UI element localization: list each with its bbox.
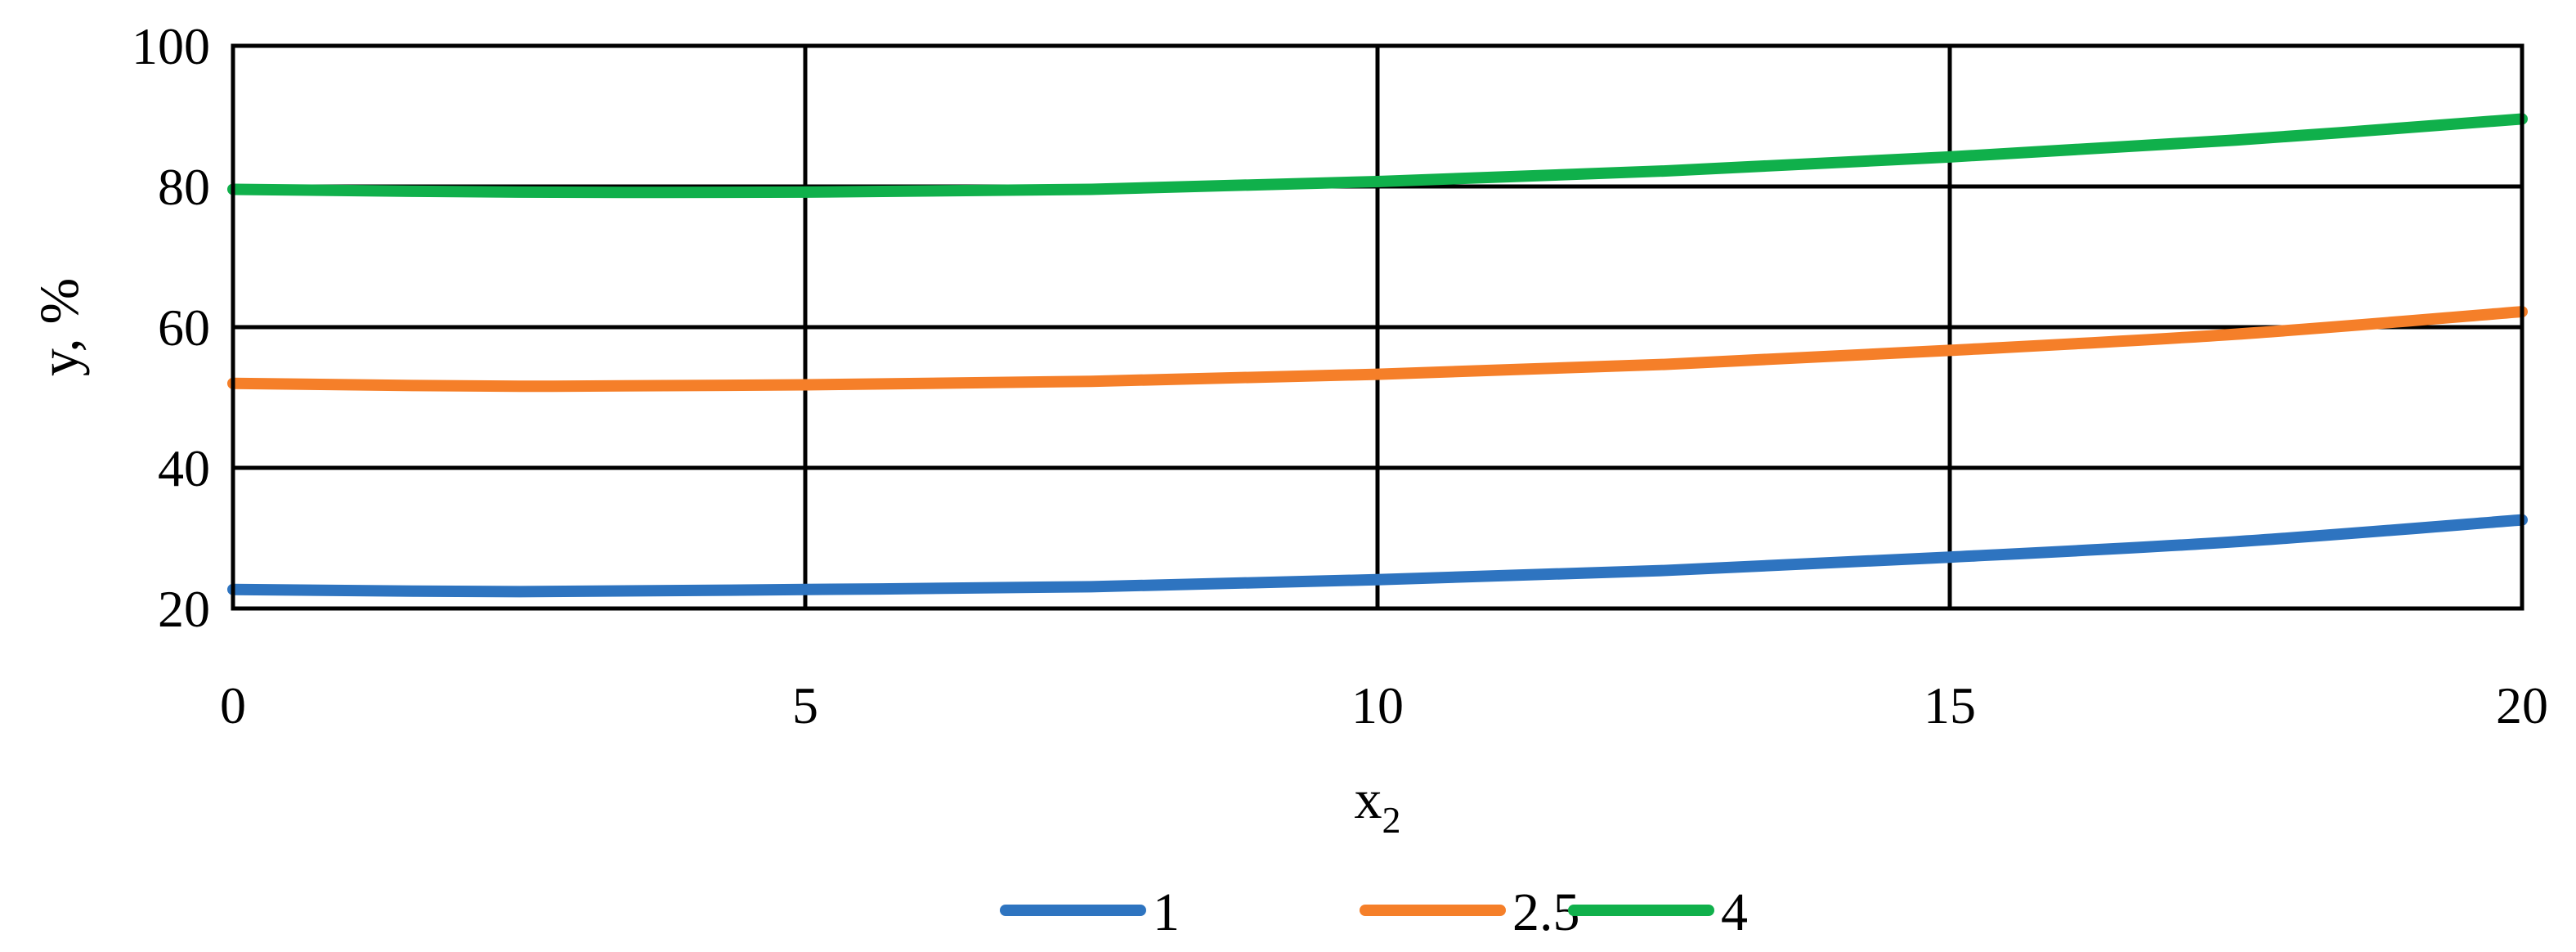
x-axis-tick-labels: 0 5 10 15 20	[220, 676, 2548, 734]
y-axis-tick-labels: 20 40 60 80 100	[132, 17, 210, 638]
x-tick-label: 0	[220, 676, 246, 734]
x-axis-title-subscript: 2	[1382, 799, 1401, 841]
series-line-4	[227, 113, 2528, 199]
y-tick-label: 100	[132, 17, 210, 75]
x-tick-label: 5	[792, 676, 818, 734]
x-tick-label: 10	[1351, 676, 1404, 734]
grid-lines	[231, 43, 2524, 611]
series-line-1	[227, 514, 2528, 598]
y-tick-label: 80	[158, 158, 210, 216]
legend-label-1: 1	[1153, 882, 1180, 942]
x-tick-label: 20	[2496, 676, 2548, 734]
legend: 1 2.5 4	[1000, 882, 1748, 942]
x-tick-label: 15	[1924, 676, 1976, 734]
plot-area-frame	[231, 43, 2524, 611]
series-line-2.5	[227, 306, 2528, 393]
legend-label-4: 4	[1721, 882, 1748, 942]
x-axis-title-main: x	[1355, 768, 1382, 830]
y-tick-label: 40	[158, 439, 210, 497]
y-tick-label: 20	[158, 580, 210, 638]
x-axis-title: x2	[1355, 768, 1401, 841]
y-tick-label: 60	[158, 299, 210, 357]
series-lines	[227, 113, 2528, 598]
y-axis-title: y, %	[28, 278, 90, 376]
